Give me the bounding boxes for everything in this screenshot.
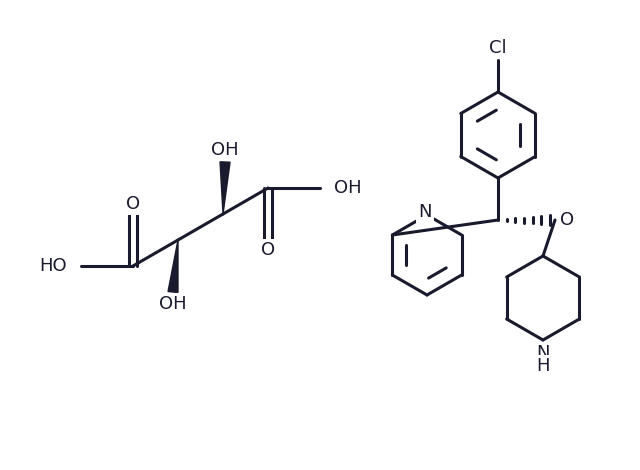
Text: O: O xyxy=(126,195,140,213)
Text: OH: OH xyxy=(211,141,239,159)
Polygon shape xyxy=(168,240,178,292)
Text: O: O xyxy=(261,241,275,259)
Polygon shape xyxy=(220,162,230,214)
Text: HO: HO xyxy=(39,257,67,275)
Text: OH: OH xyxy=(159,295,187,313)
Text: N: N xyxy=(536,344,550,362)
Text: O: O xyxy=(560,211,574,229)
Text: Cl: Cl xyxy=(489,39,507,57)
Text: OH: OH xyxy=(334,179,362,197)
Text: N: N xyxy=(419,203,432,221)
Text: H: H xyxy=(536,357,550,375)
